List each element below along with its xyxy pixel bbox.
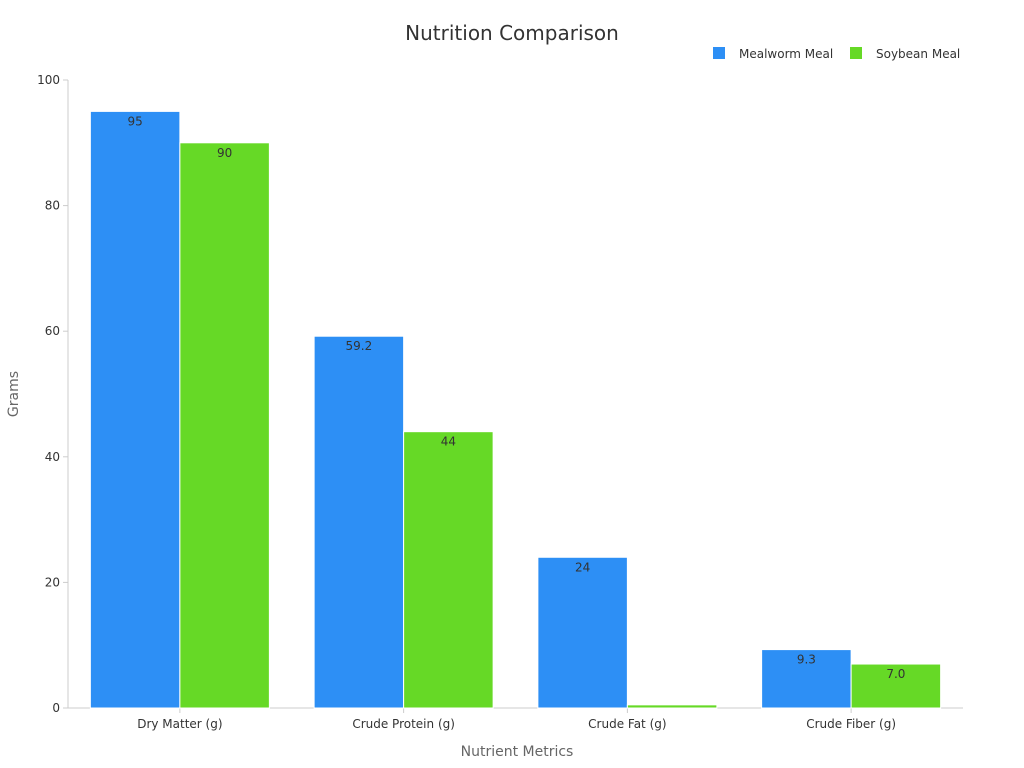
data-label: 24 <box>575 560 590 574</box>
y-tick-label: 60 <box>45 324 60 338</box>
data-label: 44 <box>441 435 456 449</box>
legend-label: Soybean Meal <box>876 47 960 61</box>
y-axis-title: Grams <box>6 371 22 417</box>
legend-swatch <box>713 47 725 59</box>
data-label: 90 <box>217 146 232 160</box>
x-tick-label: Crude Fat (g) <box>588 717 666 731</box>
legend: Mealworm Meal Soybean Meal <box>713 47 960 61</box>
x-tick-label: Crude Protein (g) <box>352 717 455 731</box>
bars <box>89 110 942 709</box>
data-labels: 95 90 59.2 44 24 9.3 7.0 <box>127 114 905 681</box>
bar-soybean[interactable] <box>179 142 270 709</box>
chart-title: Nutrition Comparison <box>405 21 619 45</box>
x-axis-title: Nutrient Metrics <box>461 744 574 760</box>
bar-mealworm[interactable] <box>313 335 405 709</box>
data-label: 9.3 <box>797 653 816 667</box>
y-tick-label: 100 <box>37 73 60 87</box>
data-label: 95 <box>127 114 142 128</box>
legend-swatch <box>850 47 862 59</box>
y-tick-label: 20 <box>45 575 60 589</box>
y-axis: 0 20 40 60 80 100 <box>37 73 69 715</box>
x-tick-label: Dry Matter (g) <box>137 717 222 731</box>
bar-mealworm[interactable] <box>537 556 628 709</box>
bar-soybean[interactable] <box>626 704 718 709</box>
y-tick-label: 0 <box>52 701 60 715</box>
y-tick-label: 40 <box>45 450 60 464</box>
data-label: 59.2 <box>346 339 373 353</box>
bar-mealworm[interactable] <box>761 649 852 709</box>
y-tick-label: 80 <box>45 199 60 213</box>
legend-label: Mealworm Meal <box>739 47 833 61</box>
x-axis: Dry Matter (g) Crude Protein (g) Crude Fat… <box>68 707 963 731</box>
bar-soybean[interactable] <box>850 663 942 709</box>
bar-soybean[interactable] <box>403 431 494 709</box>
bar-mealworm[interactable] <box>89 110 181 709</box>
x-tick-label: Crude Fiber (g) <box>806 717 896 731</box>
data-label: 7.0 <box>886 667 905 681</box>
